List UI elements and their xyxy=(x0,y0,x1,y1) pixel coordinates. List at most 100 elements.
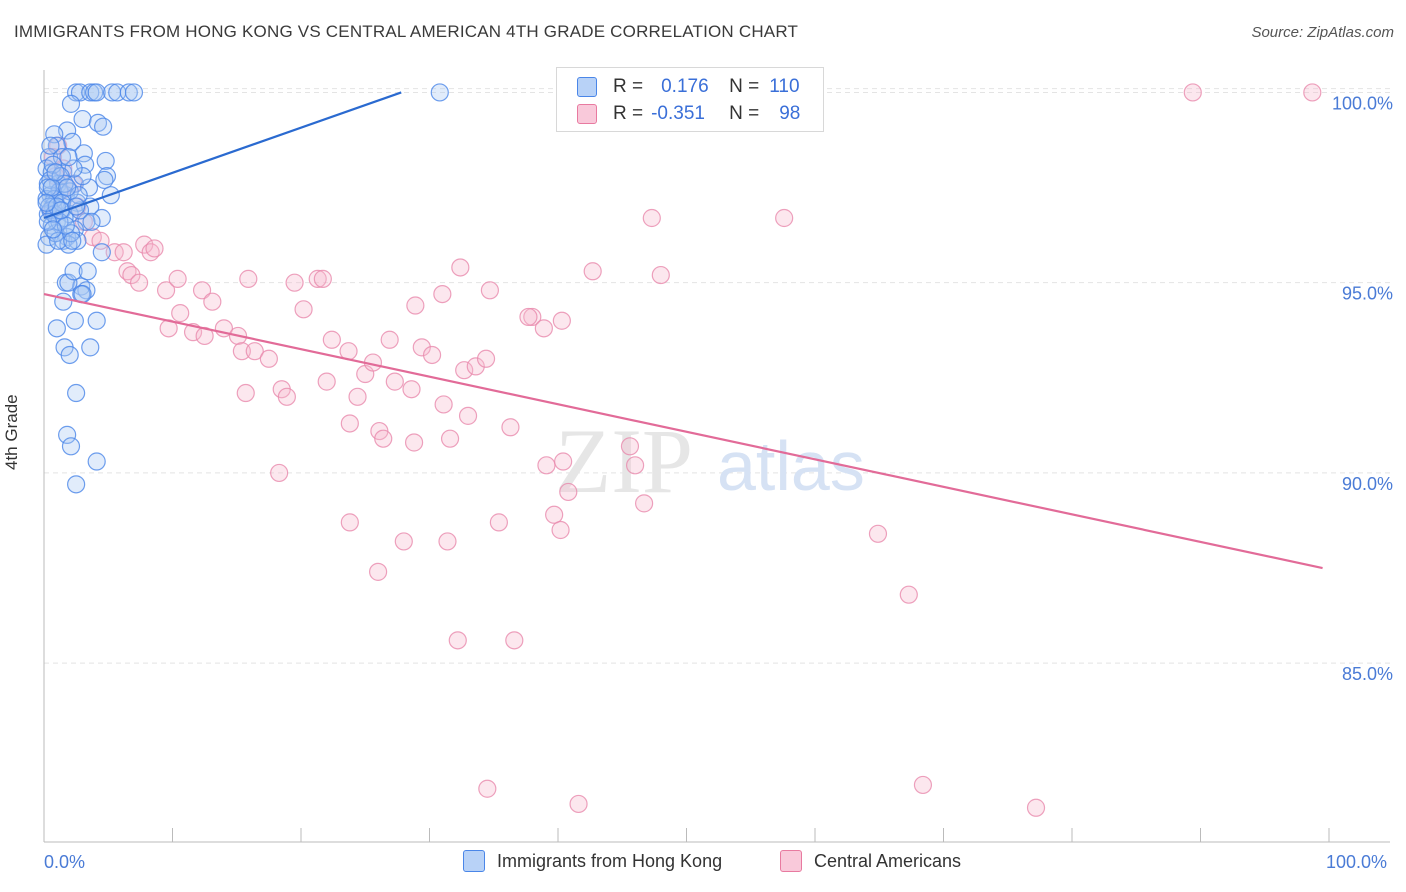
point-hong-kong xyxy=(119,83,138,102)
point-hong-kong xyxy=(78,262,97,281)
point-central-americans xyxy=(537,456,556,475)
point-hong-kong xyxy=(92,243,111,262)
point-hong-kong xyxy=(67,383,86,403)
point-central-americans xyxy=(642,208,661,228)
point-central-americans xyxy=(775,208,794,228)
point-central-americans xyxy=(114,243,133,262)
point-central-americans xyxy=(317,372,336,391)
point-central-americans xyxy=(455,361,474,380)
point-hong-kong xyxy=(79,178,99,197)
point-central-americans xyxy=(440,429,460,448)
point-central-americans xyxy=(239,269,258,288)
point-central-americans xyxy=(899,585,918,604)
point-central-americans xyxy=(374,429,393,448)
point-central-americans xyxy=(308,269,327,288)
legend-r-value: -0.351 xyxy=(651,103,705,124)
point-hong-kong xyxy=(42,178,61,197)
y-tick-label: 90.0% xyxy=(1342,474,1393,494)
legend-r-value: 0.176 xyxy=(661,76,709,97)
point-hong-kong xyxy=(61,437,81,456)
y-tick-labels: 85.0% 90.0% 95.0% 100.0% xyxy=(1332,93,1393,684)
legend-row-central-americans: R = -0.351 N = 98 xyxy=(577,102,800,126)
point-central-americans xyxy=(340,513,359,532)
point-central-americans xyxy=(322,330,341,349)
point-central-americans xyxy=(545,505,564,524)
legend-swatch-blue xyxy=(577,77,597,97)
point-central-americans xyxy=(168,269,187,288)
point-central-americans xyxy=(480,281,499,300)
legend-swatch-pink xyxy=(780,850,802,872)
point-hong-kong xyxy=(82,212,101,231)
series-legend: Immigrants from Hong Kong Central Americ… xyxy=(0,850,1406,880)
legend-n-label: N = xyxy=(729,76,760,97)
legend-n-value: 110 xyxy=(769,76,800,97)
legend-n-label: N = xyxy=(729,103,760,124)
point-central-americans xyxy=(551,520,570,540)
point-central-americans xyxy=(348,387,367,406)
point-hong-kong xyxy=(64,262,83,281)
point-hong-kong xyxy=(124,83,144,102)
point-central-americans xyxy=(369,562,388,581)
point-central-americans xyxy=(451,258,470,277)
point-hong-kong xyxy=(59,148,78,167)
y-tick-label: 85.0% xyxy=(1342,664,1393,684)
point-central-americans xyxy=(476,349,496,368)
point-central-americans xyxy=(478,779,497,798)
point-central-americans xyxy=(422,345,442,365)
point-central-americans xyxy=(434,395,453,414)
point-central-americans xyxy=(1183,83,1202,102)
point-central-americans xyxy=(406,296,425,315)
point-hong-kong xyxy=(430,83,449,102)
series-hong-kong xyxy=(37,83,449,494)
grid-lines xyxy=(44,88,1390,664)
point-central-americans xyxy=(394,532,413,551)
point-hong-kong xyxy=(37,193,56,212)
point-hong-kong xyxy=(54,292,73,311)
axes xyxy=(43,70,1390,843)
watermark-zip: ZIP xyxy=(555,410,693,512)
point-hong-kong xyxy=(92,208,111,228)
point-central-americans xyxy=(156,281,176,300)
point-central-americans xyxy=(245,342,264,361)
point-hong-kong xyxy=(76,155,95,174)
watermark: ZIP atlas xyxy=(555,410,865,512)
point-central-americans xyxy=(313,269,332,288)
point-central-americans xyxy=(135,235,154,254)
point-central-americans xyxy=(203,292,222,311)
point-hong-kong xyxy=(94,117,113,136)
point-central-americans xyxy=(340,414,359,433)
point-central-americans xyxy=(236,383,255,403)
trend-lines xyxy=(43,91,1323,570)
point-hong-kong xyxy=(67,83,86,102)
legend-r-label: R = xyxy=(613,103,644,124)
point-hong-kong xyxy=(73,109,92,129)
point-hong-kong xyxy=(45,125,64,144)
point-central-americans xyxy=(1303,83,1322,102)
legend-r-label: R = xyxy=(613,76,644,97)
point-hong-kong xyxy=(81,338,100,357)
point-central-americans xyxy=(620,437,640,456)
point-hong-kong xyxy=(87,83,106,102)
point-hong-kong xyxy=(41,136,60,155)
point-hong-kong xyxy=(96,151,115,171)
point-central-americans xyxy=(559,482,578,502)
point-central-americans xyxy=(385,372,404,391)
point-central-americans xyxy=(259,349,278,368)
point-central-americans xyxy=(232,342,251,361)
point-central-americans xyxy=(489,513,508,532)
legend-row-hong-kong: R = 0.176 N = 110 xyxy=(577,75,800,99)
trend-line-central-americans xyxy=(43,293,1323,570)
point-hong-kong xyxy=(95,170,114,190)
watermark-atlas: atlas xyxy=(717,427,865,505)
point-hong-kong xyxy=(58,425,77,444)
point-central-americans xyxy=(192,281,212,300)
point-hong-kong xyxy=(67,475,86,494)
trend-line-hong-kong xyxy=(43,91,402,220)
legend-label-hong-kong: Immigrants from Hong Kong xyxy=(497,850,723,871)
legend-swatch-pink xyxy=(577,104,597,124)
chart-title: IMMIGRANTS FROM HONG KONG VS CENTRAL AME… xyxy=(14,22,799,41)
point-central-americans xyxy=(913,775,933,795)
legend-n-value: 98 xyxy=(779,103,801,124)
point-central-americans xyxy=(868,524,888,543)
